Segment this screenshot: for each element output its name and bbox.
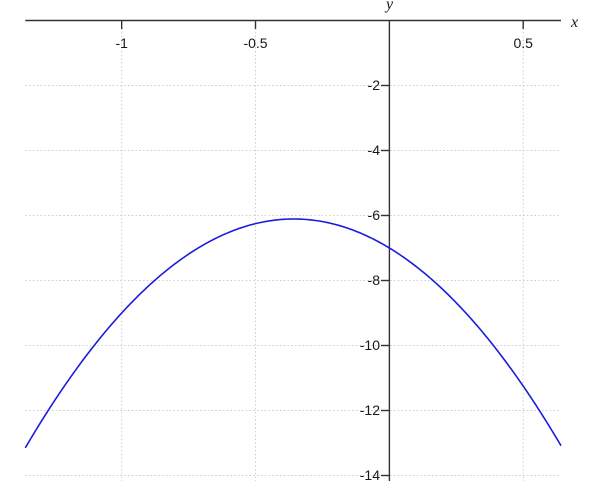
svg-text:-0.5: -0.5	[243, 35, 267, 51]
svg-text:x: x	[570, 14, 578, 31]
svg-text:-6: -6	[368, 207, 381, 223]
svg-text:-12: -12	[360, 402, 380, 418]
svg-text:-2: -2	[368, 77, 381, 93]
svg-text:-4: -4	[368, 142, 381, 158]
svg-text:-10: -10	[360, 337, 380, 353]
svg-text:-1: -1	[115, 35, 128, 51]
svg-text:y: y	[384, 0, 394, 13]
svg-text:0.5: 0.5	[513, 35, 533, 51]
svg-text:-14: -14	[360, 467, 380, 483]
svg-text:-8: -8	[368, 272, 381, 288]
